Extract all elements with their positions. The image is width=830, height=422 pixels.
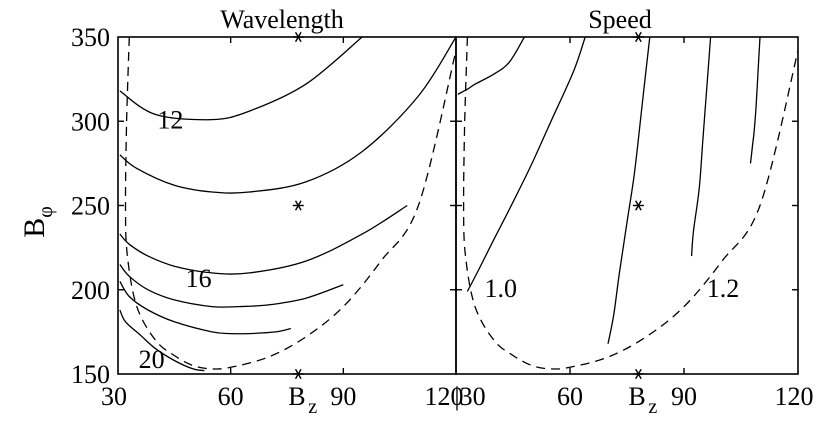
contour-line [119, 37, 363, 121]
contour-line [749, 37, 761, 164]
contour-label: 20 [139, 345, 165, 374]
panel-title: Wavelength [220, 5, 344, 34]
contour-line [119, 280, 291, 335]
panel-title: Speed [588, 5, 652, 34]
contour-line [607, 37, 651, 344]
plot-frame [117, 36, 457, 375]
contour-line [457, 37, 525, 95]
star-marker [292, 200, 304, 211]
contour-line [119, 204, 408, 275]
x-axis-label: B [288, 382, 305, 411]
y-tick-label: 300 [71, 107, 110, 136]
x-tick-label: 120 [775, 382, 814, 411]
boundary-line [124, 37, 456, 370]
y-tick-label: 350 [71, 23, 110, 52]
boundary-line [462, 37, 798, 370]
contour-line [690, 37, 712, 257]
series-group [119, 37, 456, 372]
x-tick-label: 90 [330, 382, 356, 411]
contour-label: 1.0 [485, 274, 518, 303]
x-axis-label-sub: z [648, 396, 657, 418]
contour-line [119, 37, 456, 194]
contour-line [119, 309, 205, 372]
contour-label: 12 [157, 106, 183, 135]
y-tick-label: 200 [71, 276, 110, 305]
panel-wavelength: Wavelength 30 60 90 120 B z 150 200 250 300 350 12 16… [71, 5, 464, 418]
y-tick-label: 150 [71, 360, 110, 389]
x-axis-label: B [628, 382, 645, 411]
contour-label: 16 [186, 264, 212, 293]
plot-frame [455, 36, 799, 375]
x-tick-label: |30 [454, 382, 485, 411]
x-tick-label: 60 [218, 382, 244, 411]
contour-line [119, 264, 344, 308]
contour-label: 1.2 [707, 274, 740, 303]
y-tick-label: 250 [71, 192, 110, 221]
x-tick-label: 30 [101, 382, 127, 411]
x-tick-label: 60 [557, 382, 583, 411]
star-marker [632, 200, 644, 211]
x-tick-label: 120 [425, 382, 464, 411]
y-axis-label: Bφ [18, 206, 57, 238]
panel-speed: Speed |30 60 90 120 B z 1.0 1.2 [454, 5, 813, 418]
series-group [457, 37, 798, 370]
x-axis-label-sub: z [308, 396, 317, 418]
contour-line [466, 37, 586, 292]
x-tick-label: 90 [671, 382, 697, 411]
